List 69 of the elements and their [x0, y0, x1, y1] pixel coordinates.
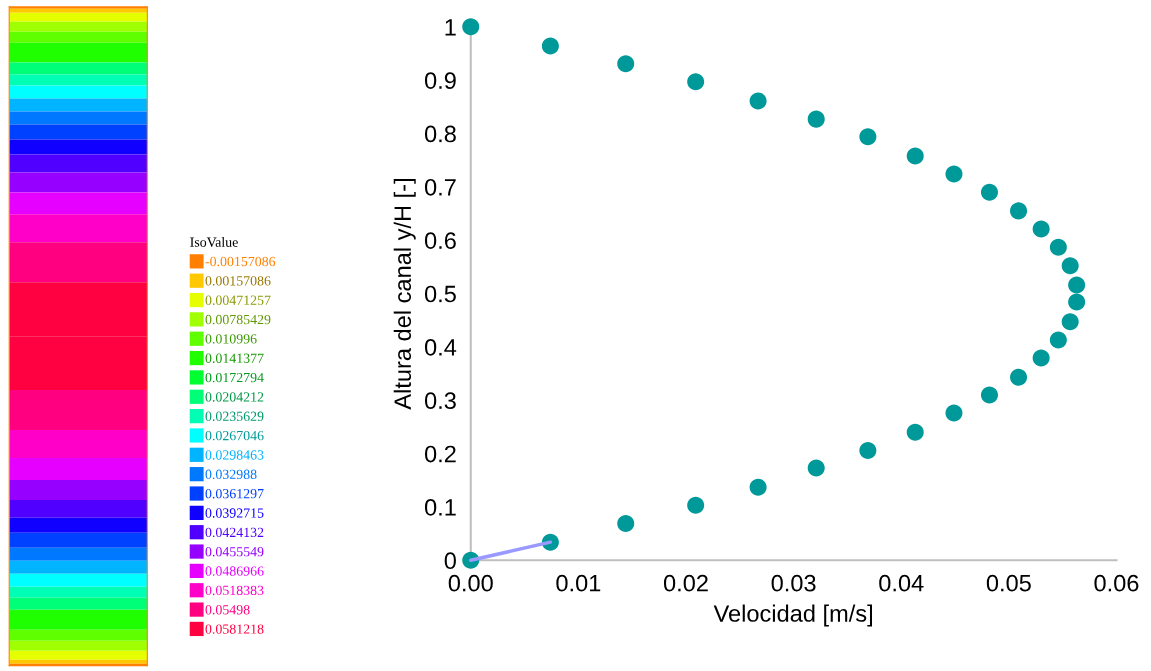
- y-tick-label: 0.1: [424, 499, 456, 516]
- point: [749, 478, 767, 496]
- y-tick-label: 0.7: [424, 178, 456, 196]
- point: [807, 459, 825, 477]
- category-label: 0.032988: [205, 469, 257, 480]
- y-tick-label: 0.4: [424, 338, 457, 356]
- category-label: 0.00471257: [205, 295, 271, 305]
- point: [687, 73, 705, 91]
- category-label: 0.05498: [205, 605, 250, 615]
- category-label: 0.0298463: [205, 450, 264, 460]
- y-tick-label: 0.9: [424, 72, 456, 89]
- legend-title: IsoValue: [190, 237, 238, 247]
- point: [906, 147, 924, 165]
- point: [1010, 202, 1028, 220]
- x-tick-label: 0.06: [1094, 574, 1139, 592]
- y-tick-label: 0.8: [424, 125, 456, 143]
- point: [1010, 368, 1028, 386]
- y-tick-label: 0.6: [424, 232, 456, 250]
- point: [617, 55, 635, 73]
- category-label: 0.0424132: [205, 527, 264, 538]
- point: [1032, 220, 1050, 238]
- category-label: 0.0581218: [205, 624, 264, 634]
- category-label: 0.0172794: [205, 372, 264, 383]
- category-label: 0.00157086: [205, 276, 271, 286]
- x-tick-label: 0.03: [771, 574, 816, 592]
- point: [1032, 349, 1050, 367]
- category-label: -0.00157086: [205, 256, 276, 267]
- y-tick-label: 0.2: [424, 445, 456, 463]
- x-tick-label: 0.02: [663, 574, 708, 592]
- x-tick-label: 0.00: [448, 574, 493, 592]
- category-label: 0.0486966: [205, 566, 264, 576]
- point: [1049, 331, 1067, 349]
- y-tick-label: 0: [444, 552, 456, 570]
- category-label: 0.0204212: [205, 392, 264, 402]
- category-label: 0.0392715: [205, 508, 264, 518]
- category-label: 0.0361297: [205, 488, 264, 499]
- category-label: 0.0141377: [205, 353, 264, 363]
- x-tick-label: 0.05: [986, 574, 1031, 592]
- point: [1068, 276, 1086, 294]
- category-label: 0.010996: [205, 334, 257, 344]
- point: [859, 128, 877, 146]
- category-label: 0.0455549: [205, 547, 264, 557]
- point: [807, 110, 825, 128]
- point: [859, 441, 877, 459]
- x-axis-title: Velocidad [m/s]: [713, 604, 872, 627]
- category-label: 0.0267046: [205, 430, 264, 441]
- point: [945, 165, 963, 183]
- point: [906, 423, 924, 441]
- point: [617, 514, 635, 532]
- point: [687, 496, 705, 514]
- y-tick-label: 1: [445, 19, 456, 36]
- x-tick-label: 0.04: [879, 574, 924, 592]
- category-label: 0.00785429: [205, 314, 271, 325]
- point: [1068, 293, 1086, 311]
- category-label: 0.0518383: [205, 585, 264, 596]
- point: [749, 92, 767, 110]
- y-tick-label: 0.3: [424, 392, 456, 410]
- point: [462, 18, 480, 36]
- point: [980, 183, 998, 201]
- point: [980, 386, 998, 404]
- x-tick-label: 0.01: [556, 574, 601, 592]
- y-tick-label: 0.5: [424, 285, 456, 303]
- point: [945, 404, 963, 422]
- point: [1049, 238, 1067, 256]
- point: [1061, 257, 1079, 275]
- y-axis-title: Altura del canal y/H [-]: [393, 179, 416, 410]
- point: [1061, 313, 1079, 331]
- category-label: 0.0235629: [205, 411, 264, 422]
- point: [541, 37, 559, 55]
